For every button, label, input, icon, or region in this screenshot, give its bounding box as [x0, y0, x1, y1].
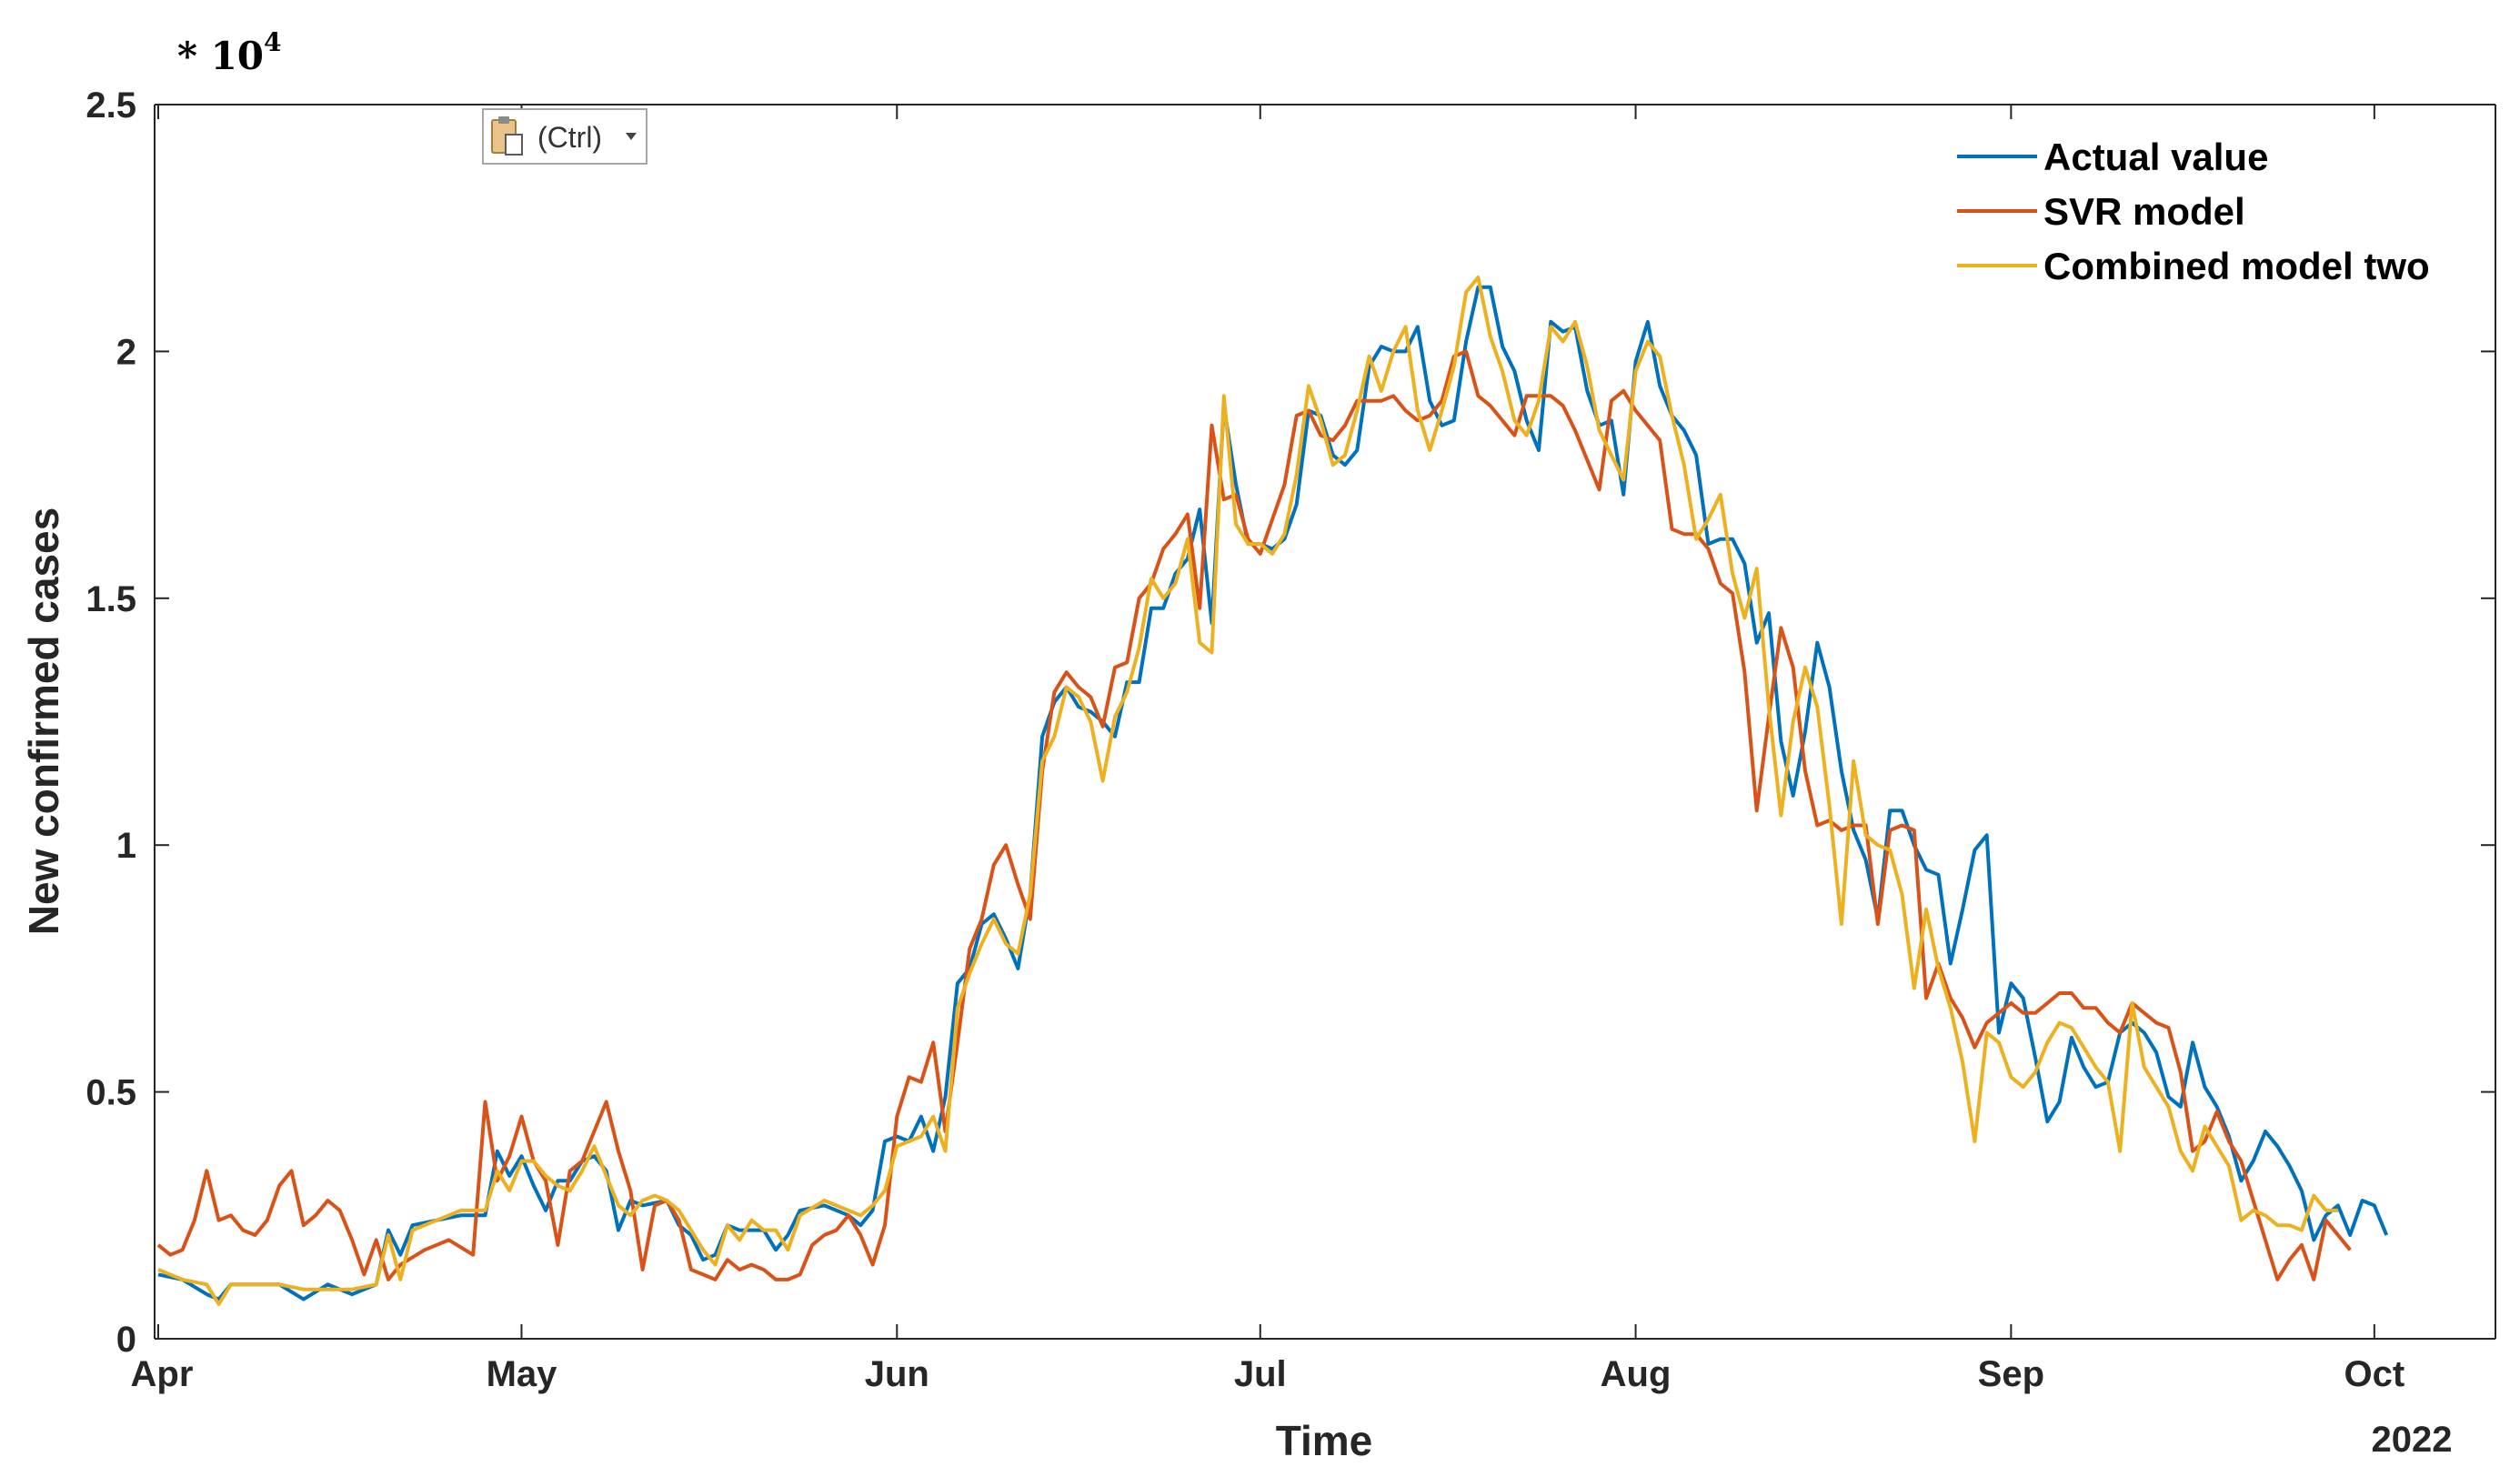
x-tick-label: Jul [1234, 1354, 1287, 1394]
x-tick-label: May [487, 1354, 558, 1394]
x-tick-label: Oct [2344, 1354, 2405, 1394]
y-tick-label: 2 [116, 332, 136, 372]
svr-model-line [156, 349, 2352, 1281]
legend-label-combined: Combined model two [2043, 245, 2430, 287]
paste-options-button[interactable]: (Ctrl) [482, 108, 648, 165]
y-tick-label: 1.5 [85, 579, 136, 619]
legend-label-svr: SVR model [2043, 190, 2245, 233]
chevron-down-icon [626, 133, 637, 140]
y-tick-label: 0.5 [85, 1073, 136, 1113]
paste-options-label: (Ctrl) [537, 121, 602, 154]
y-tick-label: 1 [116, 826, 136, 866]
y-exponent-power: 4 [264, 27, 281, 57]
x-axis-title: Time [1276, 1417, 1373, 1464]
actual-value-line [157, 285, 2389, 1301]
series-layer [156, 276, 2389, 1306]
plot-area [154, 104, 2496, 1340]
x-tick-label: Sep [1978, 1354, 2044, 1394]
x-tick-label: Aug [1601, 1354, 1672, 1394]
x-year-label: 2022 [2372, 1420, 2453, 1460]
x-tick-label: Apr [131, 1354, 194, 1394]
legend: Actual value SVR model Combined model tw… [1957, 136, 2430, 287]
y-tick-label: 0 [116, 1320, 136, 1360]
combined-model-two-line [157, 276, 2338, 1306]
legend-label-actual: Actual value [2043, 136, 2268, 178]
y-exponent-prefix: * 10 [177, 34, 264, 78]
ticks-layer: 0 0.5 1 1.5 2 2.5 Apr May Jun Jul Aug Sep Oct [85, 85, 2495, 1394]
y-axis-title: New confirmed cases [20, 507, 67, 935]
clipboard-icon [491, 116, 523, 156]
y-exponent-label: * 104 [177, 27, 282, 78]
x-tick-label: Jun [865, 1354, 929, 1394]
y-tick-label: 2.5 [85, 85, 136, 126]
